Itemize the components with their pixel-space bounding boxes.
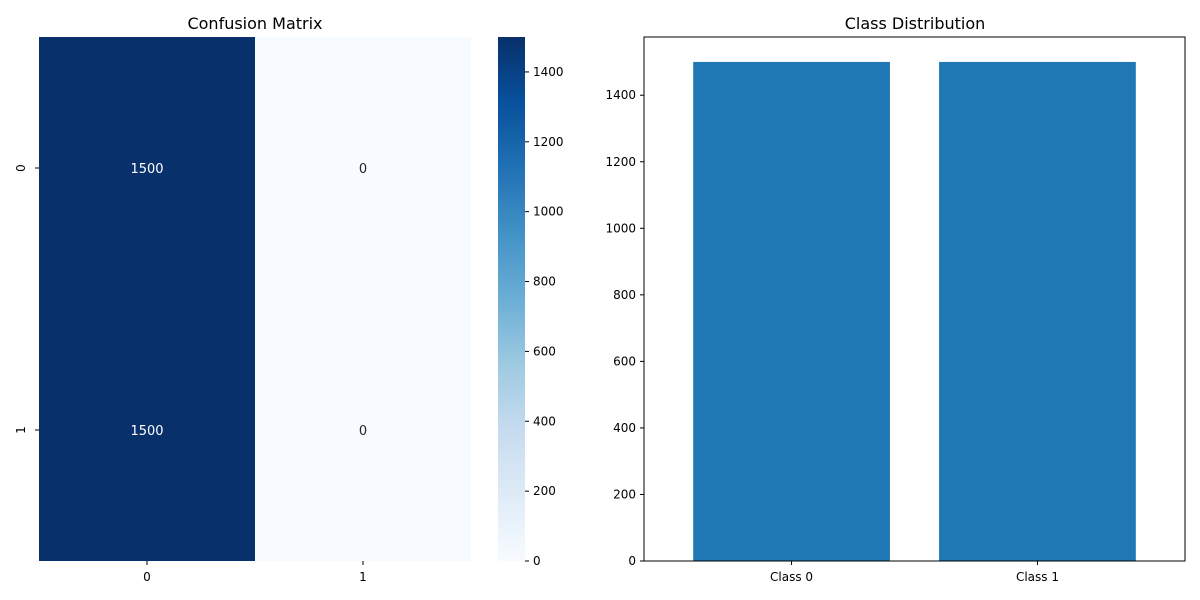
heatmap-y-tick-label: 1: [14, 426, 28, 434]
bar-chart-title: Class Distribution: [845, 14, 986, 33]
heatmap-cell-label: 0: [359, 162, 367, 177]
heatmap-cell: [39, 37, 255, 299]
heatmap-cell-label: 0: [359, 424, 367, 439]
bar-y-tick-label: 200: [613, 487, 636, 501]
colorbar-tick-label: 600: [533, 344, 556, 358]
bar-x-tick-label: Class 1: [1016, 570, 1059, 584]
plot-frame: [643, 36, 1186, 562]
heatmap-x-tick-label: 0: [143, 570, 151, 584]
bar-y-tick-label: 600: [613, 354, 636, 368]
colorbar-tick-label: 1000: [533, 205, 564, 219]
heatmap-cell-label: 1500: [130, 162, 163, 177]
bar-y-ticks: 0 200 400 600 800 1000 1200 1400: [605, 88, 644, 568]
colorbar-tick-label: 800: [533, 275, 556, 289]
class-distribution-panel: Class Distribution Class 0 Class 1 0 200 40…: [605, 14, 1186, 584]
colorbar-gradient: [498, 37, 525, 561]
bar-y-tick-label: 0: [628, 554, 636, 568]
bar-y-tick-label: 1400: [605, 88, 636, 102]
colorbar-tick-label: 1400: [533, 65, 564, 79]
colorbar: 0 200 400 600 800 1000 1200 1400: [498, 37, 564, 568]
colorbar-tick-label: 1200: [533, 135, 564, 149]
bar-y-tick-label: 800: [613, 288, 636, 302]
bar-y-tick-label: 1000: [605, 221, 636, 235]
colorbar-tick-label: 400: [533, 414, 556, 428]
bar-x-tick-label: Class 0: [770, 570, 813, 584]
heatmap-cells: 1500 0 1500 0: [39, 37, 471, 561]
bar: [939, 61, 1136, 561]
bar-y-tick-label: 1200: [605, 155, 636, 169]
bar-y-tick-label: 400: [613, 421, 636, 435]
heatmap-cell: [39, 299, 255, 561]
heatmap-y-ticks: 01: [14, 164, 39, 434]
heatmap-cell: [255, 299, 471, 561]
colorbar-tick-label: 200: [533, 484, 556, 498]
heatmap-cell: [255, 37, 471, 299]
bar-series: [693, 61, 1136, 561]
heatmap-title: Confusion Matrix: [187, 14, 322, 33]
heatmap-y-tick-label: 0: [14, 164, 28, 172]
heatmap-x-tick-label: 1: [359, 570, 367, 584]
bar-x-ticks: Class 0 Class 1: [770, 561, 1059, 584]
colorbar-tick-label: 0: [533, 554, 541, 568]
heatmap-cell-label: 1500: [130, 424, 163, 439]
bar: [693, 61, 890, 561]
colorbar-ticks: 0 200 400 600 800 1000 1200 1400: [525, 65, 564, 568]
